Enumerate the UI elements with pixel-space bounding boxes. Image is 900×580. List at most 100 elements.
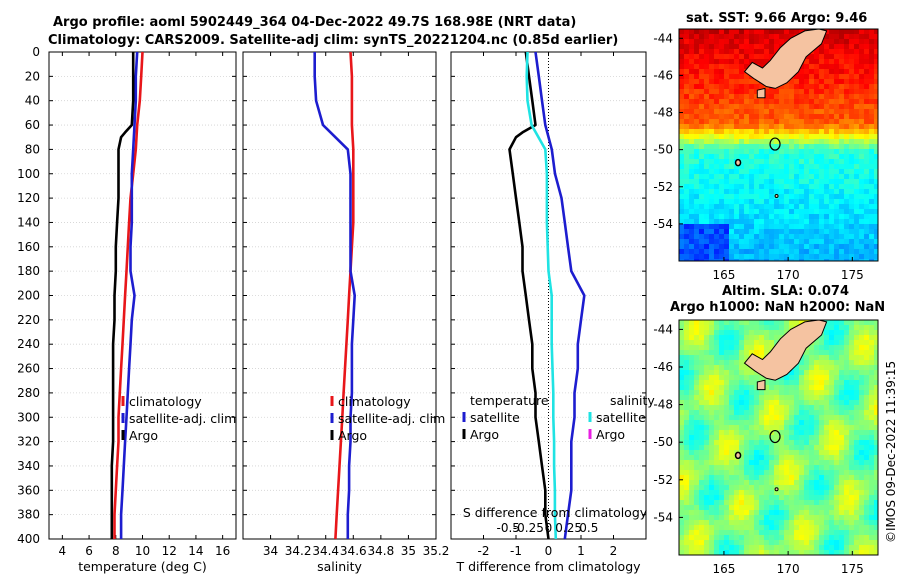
y-tick-label: 300 [17, 410, 40, 424]
map-cell [784, 380, 790, 386]
argo-position-marker [769, 429, 781, 444]
map-cell [874, 154, 878, 160]
x-tick-label: 6 [85, 544, 93, 558]
map-cell [694, 94, 700, 100]
map-cell [679, 365, 685, 371]
map-cell [859, 209, 865, 215]
map-cell [804, 550, 810, 555]
map-cell [694, 410, 700, 416]
map-cell [719, 134, 725, 140]
map-cell [874, 184, 878, 190]
map-cell [719, 385, 725, 391]
map-cell [834, 320, 840, 326]
map-cell [744, 234, 750, 240]
map-cell [864, 515, 870, 521]
map-cell [819, 99, 825, 105]
map-cell [744, 124, 750, 130]
map-cell [839, 249, 845, 255]
map-cell [819, 500, 825, 506]
map-cell [744, 149, 750, 155]
x-tick-label: -2 [478, 544, 490, 558]
map-cell [779, 39, 785, 45]
map-cell [754, 44, 760, 50]
map-cell [789, 114, 795, 120]
map-cell [749, 335, 755, 341]
map-cell [844, 74, 850, 80]
map-cell [844, 154, 850, 160]
map-cell [719, 99, 725, 105]
map-cell [694, 345, 700, 351]
map-cell [869, 254, 875, 260]
map-cell [694, 495, 700, 501]
map-cell [764, 234, 770, 240]
map-cell [744, 435, 750, 441]
map-cell [774, 530, 780, 536]
map-cell [749, 415, 755, 421]
map-cell [744, 229, 750, 235]
map-cell [849, 244, 855, 250]
map-cell [809, 485, 815, 491]
map-cell [804, 360, 810, 366]
map-cell [829, 39, 835, 45]
map-cell [679, 229, 685, 235]
map-cell [799, 435, 805, 441]
map-cell [849, 525, 855, 531]
map-cell [719, 154, 725, 160]
map-cell [679, 505, 685, 511]
map-cell [864, 320, 870, 326]
map-cell [864, 174, 870, 180]
map-cell [844, 54, 850, 60]
map-cell [694, 64, 700, 70]
map-cell [714, 59, 720, 65]
map-cell [759, 460, 765, 466]
map-cell [694, 530, 700, 536]
map-cell [794, 119, 800, 125]
map-cell [704, 79, 710, 85]
map-cell [789, 465, 795, 471]
map-cell [769, 500, 775, 506]
map-cell [724, 169, 730, 175]
map-cell [804, 164, 810, 170]
map-cell [759, 229, 765, 235]
map-cell [749, 134, 755, 140]
map-cell [799, 74, 805, 80]
map-cell [719, 209, 725, 215]
map-cell [684, 199, 690, 205]
map-cell [859, 445, 865, 451]
map-cell [829, 520, 835, 526]
map-cell [719, 234, 725, 240]
map-cell [684, 149, 690, 155]
map-cell [734, 355, 740, 361]
map-cell [814, 365, 820, 371]
map-cell [684, 54, 690, 60]
map-cell [869, 189, 875, 195]
map-cell [869, 99, 875, 105]
map-cell [699, 149, 705, 155]
map-cell [854, 340, 860, 346]
map-cell [779, 495, 785, 501]
map-cell [764, 345, 770, 351]
map-cell [734, 435, 740, 441]
map-cell [784, 244, 790, 250]
map-cell [749, 530, 755, 536]
map-cell [779, 470, 785, 476]
map-cell [754, 495, 760, 501]
map-cell [874, 39, 878, 45]
map-cell [819, 189, 825, 195]
map-cell [759, 430, 765, 436]
map-cell [849, 74, 855, 80]
map-cell [779, 390, 785, 396]
map-cell [729, 420, 735, 426]
map-cell [709, 259, 715, 261]
map-cell [809, 430, 815, 436]
map-cell [759, 450, 765, 456]
map-cell [679, 179, 685, 185]
map-cell [864, 485, 870, 491]
map-cell [869, 64, 875, 70]
map-cell [819, 224, 825, 230]
map-cell [794, 144, 800, 150]
map-cell [744, 355, 750, 361]
map-cell [834, 520, 840, 526]
map-cell [764, 159, 770, 165]
map-cell [679, 54, 685, 60]
